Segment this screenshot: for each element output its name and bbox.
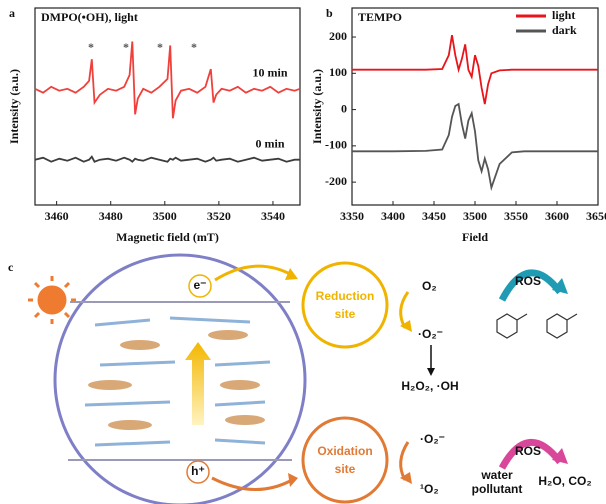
x-tick-label: 3460 bbox=[45, 209, 69, 223]
x-axis-label: Magnetic field (mT) bbox=[116, 230, 219, 244]
series-line bbox=[352, 35, 598, 105]
hole-label: h⁺ bbox=[191, 464, 205, 478]
reduction-site bbox=[301, 261, 389, 349]
series-label: 0 min bbox=[255, 136, 284, 150]
framework-molecules bbox=[84, 316, 271, 447]
y-tick-label: 100 bbox=[329, 65, 347, 79]
plot-frame bbox=[351, 7, 599, 206]
panel-label: a bbox=[9, 6, 15, 20]
x-tick-label: 3480 bbox=[99, 209, 123, 223]
arrow-head bbox=[427, 368, 435, 376]
product-label: ·O₂⁻ bbox=[418, 327, 443, 341]
arrow-head bbox=[288, 473, 298, 487]
x-axis-label: Field bbox=[462, 230, 488, 244]
y-tick-label: -100 bbox=[325, 138, 347, 152]
peak-marker: * bbox=[88, 40, 94, 54]
product-label: ¹O₂ bbox=[420, 482, 439, 496]
electron-label: e⁻ bbox=[193, 278, 206, 292]
reduction-label: site bbox=[335, 307, 356, 321]
series-line bbox=[352, 102, 598, 192]
electron-arrow bbox=[214, 264, 293, 282]
pollutant-label: water bbox=[480, 468, 513, 482]
mineral-label: H₂O, CO₂ bbox=[538, 474, 591, 488]
annotation: TEMPO bbox=[358, 10, 402, 24]
peak-marker: * bbox=[123, 40, 129, 54]
x-tick-label: 3540 bbox=[261, 209, 285, 223]
annotation: DMPO(•OH), light bbox=[41, 10, 138, 24]
panel-label: b bbox=[326, 6, 333, 20]
y-tick-label: -200 bbox=[325, 174, 347, 188]
reduction-label: Reduction bbox=[316, 289, 375, 303]
y-tick-label: 200 bbox=[329, 29, 347, 43]
x-tick-label: 3500 bbox=[153, 209, 177, 223]
product-label: H₂O₂, ·OH bbox=[401, 379, 458, 393]
legend-label: light bbox=[552, 8, 575, 22]
arrow-head bbox=[400, 472, 412, 484]
plot-frame bbox=[34, 7, 301, 206]
pollutant-label: pollutant bbox=[472, 482, 523, 496]
hole-circle bbox=[186, 460, 210, 484]
arrow-head bbox=[400, 320, 412, 332]
y-axis-label: Intensity (a.u.) bbox=[7, 69, 21, 144]
oxidation-label: Oxidation bbox=[317, 444, 372, 458]
legend-label: dark bbox=[552, 23, 577, 37]
oxidation-site bbox=[301, 416, 389, 504]
x-tick-label: 3500 bbox=[463, 209, 487, 223]
x-tick-label: 3350 bbox=[340, 209, 364, 223]
series-label: 10 min bbox=[252, 66, 287, 80]
oxidation-label: site bbox=[335, 462, 356, 476]
y-axis-label: Intensity (a.u.) bbox=[310, 69, 324, 144]
product-label: O₂ bbox=[422, 279, 437, 293]
electron-circle bbox=[188, 274, 212, 298]
sun-icon bbox=[28, 276, 76, 324]
ros-arrow bbox=[498, 269, 563, 302]
ros-label: ROS bbox=[515, 274, 541, 288]
hole-arrow bbox=[211, 476, 293, 491]
peak-marker: * bbox=[157, 40, 163, 54]
arrow-head bbox=[552, 448, 568, 464]
x-tick-label: 3550 bbox=[504, 209, 528, 223]
x-tick-label: 3520 bbox=[207, 209, 231, 223]
excitation-arrow bbox=[185, 342, 211, 425]
x-tick-label: 3400 bbox=[381, 209, 405, 223]
y-tick-label: 0 bbox=[341, 101, 347, 115]
diagram: c e⁻ h⁺ bbox=[8, 253, 592, 504]
product-label: ·O₂⁻ bbox=[420, 432, 445, 446]
ros-label: ROS bbox=[515, 444, 541, 458]
series-line bbox=[34, 41, 301, 119]
panel-label: c bbox=[8, 260, 14, 274]
x-tick-label: 3600 bbox=[545, 209, 569, 223]
arrow-head bbox=[552, 278, 568, 294]
molecule-icons bbox=[496, 313, 578, 339]
catalyst-circle bbox=[53, 253, 307, 504]
x-tick-label: 3650 bbox=[586, 209, 606, 223]
ros-arrow bbox=[498, 439, 563, 470]
series-line bbox=[34, 155, 300, 163]
arrow-head bbox=[285, 268, 298, 280]
peak-marker: * bbox=[191, 40, 197, 54]
x-tick-label: 3450 bbox=[422, 209, 446, 223]
